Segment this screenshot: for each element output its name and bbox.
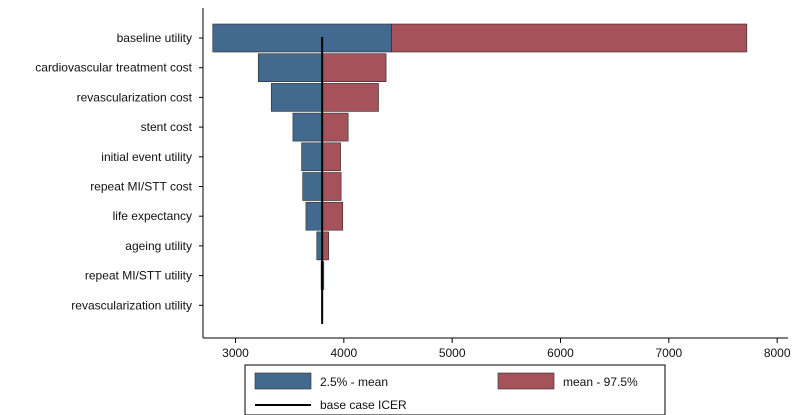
category-label: repeat MI/STT utility [85, 269, 192, 283]
category-label: repeat MI/STT cost [90, 180, 192, 194]
legend-swatch-upper [497, 372, 555, 390]
category-label: cardiovascular treatment cost [35, 61, 192, 75]
bar-upper [321, 83, 379, 112]
bar-lower [302, 172, 323, 201]
category-label: ageing utility [125, 239, 192, 253]
bar-upper [321, 53, 387, 83]
x-tick-label: 4000 [330, 346, 357, 360]
category-label: revascularization cost [77, 90, 193, 104]
bar-upper [321, 172, 342, 201]
bars-group [212, 23, 748, 320]
bar-lower [292, 112, 323, 142]
bar-lower [301, 142, 323, 172]
bar-lower [305, 201, 323, 231]
category-label: initial event utility [101, 150, 192, 164]
category-label: life expectancy [113, 209, 192, 223]
plot-axes [202, 8, 788, 339]
x-tick-label: 3000 [222, 346, 249, 360]
x-tick-label: 5000 [439, 346, 466, 360]
legend-label-lower: 2.5% - mean [320, 375, 388, 389]
bar-upper [321, 201, 344, 231]
legend-label-reference: base case ICER [320, 398, 407, 412]
bar-lower [270, 83, 323, 112]
x-tick-label: 8000 [764, 346, 791, 360]
category-label: stent cost [141, 120, 193, 134]
x-tick-label: 7000 [655, 346, 682, 360]
legend-box [244, 364, 666, 415]
bar-lower [212, 23, 392, 53]
legend: 2.5% - mean mean - 97.5% base case ICER [244, 364, 666, 415]
category-label: revascularization utility [71, 298, 192, 312]
category-labels: baseline utility cardiovascular treatment… [35, 31, 203, 312]
legend-label-upper: mean - 97.5% [563, 375, 638, 389]
bar-upper [321, 142, 341, 172]
bar-lower [257, 53, 323, 83]
bar-upper [321, 112, 349, 142]
category-label: baseline utility [117, 31, 192, 45]
bar-upper [391, 23, 748, 53]
legend-swatch-lower [254, 372, 312, 390]
x-tick-label: 6000 [547, 346, 574, 360]
x-axis-ticks: 3000 4000 5000 6000 7000 8000 [222, 338, 791, 360]
